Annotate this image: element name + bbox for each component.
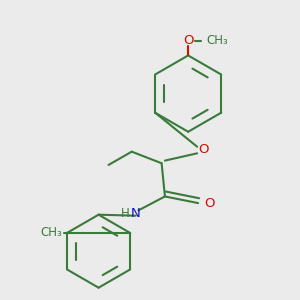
Text: O: O	[183, 34, 194, 47]
Text: H: H	[121, 206, 130, 220]
Text: N: N	[131, 206, 141, 220]
Text: O: O	[198, 143, 208, 157]
Text: CH₃: CH₃	[40, 226, 62, 239]
Text: O: O	[204, 196, 214, 210]
Text: CH₃: CH₃	[206, 34, 228, 47]
